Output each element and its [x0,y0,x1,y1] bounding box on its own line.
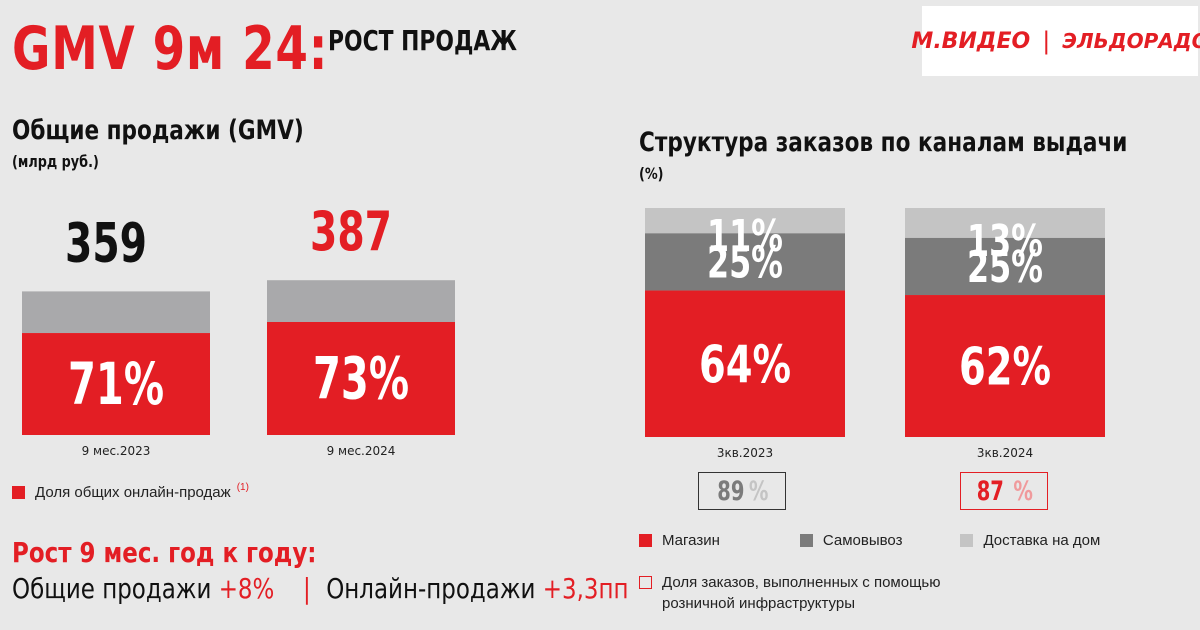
orders-legend: Магазин Самовывоз Доставка на дом [639,532,1100,549]
orders-label-2-0: 11% [707,211,783,262]
gmv-bar-online-1 [267,321,455,435]
retail-share-value-2024: 87 [976,475,1004,507]
gmv-bar-offline-1 [267,280,455,322]
growth-separator: | [302,572,311,605]
logo-mvideo: М.ВИДЕО [911,28,1031,54]
growth-title: Рост 9 мес. год к году: [12,536,317,569]
growth-total-value: +8% [218,572,275,605]
gmv-bar-online-0 [22,333,210,435]
retail-share-box-2023: 89% [698,472,786,510]
orders-bar-1-1 [905,237,1105,296]
retail-share-legend-line1: Доля заказов, выполненных с помощью [662,574,941,591]
orders-bar-0-0 [645,290,845,437]
orders-label-2-1: 13% [967,216,1043,267]
orders-category-label-1: 3кв.2024 [977,446,1033,460]
legend-swatch-pickup [799,534,813,547]
retail-share-unit-2024: % [1012,475,1033,507]
orders-category-label-0: 3кв.2023 [717,446,773,460]
orders-label-0-1: 62% [959,338,1051,398]
growth-total-label: Общие продажи [12,572,212,605]
growth-summary: Общие продажи +8% | Онлайн-продажи +3,3п… [12,572,629,605]
gmv-chart: 71% 359 9 мес.2023 73% 387 9 мес.2024 [22,200,455,458]
legend-swatch-online [12,486,25,499]
gmv-online-label-0: 71% [68,350,164,418]
page-subtitle: РОСТ ПРОДАЖ [328,24,518,57]
growth-online-value: +3,3пп [542,572,629,605]
orders-label-0-0: 64% [699,335,791,395]
orders-bar-1-0 [645,233,845,291]
gmv-total-label-0: 359 [65,211,147,274]
retail-share-legend: Доля заказов, выполненных с помощью розн… [639,572,941,614]
orders-label-1-0: 25% [707,238,783,289]
gmv-category-label-1: 9 мес.2024 [327,444,396,458]
gmv-online-label-1: 73% [313,344,409,412]
retail-share-box-2024: 87% [960,472,1048,510]
retail-share-unit-2023: % [748,475,768,507]
orders-chart-unit: (%) [639,164,664,183]
gmv-chart-title: Общие продажи (GMV) [12,115,304,146]
logo-separator: | [1042,27,1051,55]
gmv-chart-unit: (млрд руб.) [12,152,99,171]
growth-online-label: Онлайн-продажи [326,572,536,605]
orders-bar-2-0 [645,208,845,234]
orders-bar-2-1 [905,208,1105,238]
page-title: GMV 9м 24: [12,14,329,84]
logo-eldorado: ЭЛЬДОРАДО [1062,29,1200,53]
legend-swatch-retail-share [639,576,652,589]
orders-label-1-1: 25% [967,242,1043,293]
gmv-total-label-1: 387 [310,200,392,263]
gmv-category-label-0: 9 мес.2023 [82,444,151,458]
legend-swatch-store [639,534,652,547]
legend-swatch-delivery [960,534,974,547]
orders-bar-0-1 [905,295,1105,437]
orders-chart-title: Структура заказов по каналам выдачи [639,127,1128,158]
retail-share-value-2023: 89 [716,475,745,507]
legend-label-store: Магазин [662,532,720,549]
gmv-legend: Доля общих онлайн-продаж (1) [12,482,249,501]
legend-label-online: Доля общих онлайн-продаж [35,484,231,501]
legend-label-delivery: Доставка на дом [983,532,1101,549]
retail-share-legend-line2: розничной инфраструктуры [662,595,856,612]
legend-footnote: (1) [236,482,249,493]
gmv-bar-offline-0 [22,291,210,334]
brand-logo: М.ВИДЕО | ЭЛЬДОРАДО [911,6,1200,76]
legend-label-pickup: Самовывоз [822,532,903,549]
